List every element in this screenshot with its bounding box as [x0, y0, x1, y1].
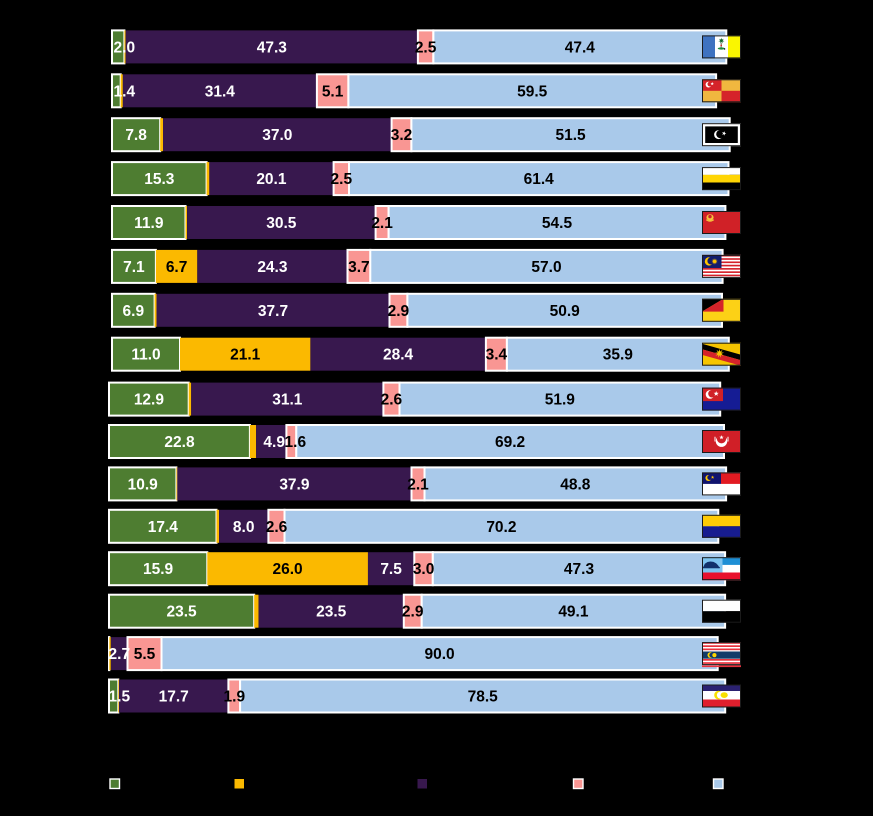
- svg-text:2.6: 2.6: [381, 392, 403, 409]
- svg-text:15.3: 15.3: [144, 171, 175, 188]
- svg-text:21.1: 21.1: [230, 347, 261, 364]
- svg-text:51.5: 51.5: [556, 127, 587, 144]
- svg-text:69.2: 69.2: [495, 434, 525, 451]
- svg-text:2.7: 2.7: [109, 646, 131, 663]
- svg-text:23.5: 23.5: [316, 604, 347, 621]
- svg-text:78.5: 78.5: [468, 689, 499, 706]
- svg-text:51.9: 51.9: [545, 392, 576, 409]
- svg-text:31.4: 31.4: [205, 83, 236, 100]
- svg-text:61.4: 61.4: [524, 171, 555, 188]
- svg-text:15.9: 15.9: [143, 561, 174, 578]
- svg-text:3.2: 3.2: [391, 127, 413, 144]
- svg-text:17.4: 17.4: [148, 519, 179, 536]
- svg-text:50.9: 50.9: [550, 303, 581, 320]
- svg-text:47.4: 47.4: [565, 39, 596, 56]
- svg-text:70.2: 70.2: [486, 519, 516, 536]
- svg-text:49.1: 49.1: [558, 604, 589, 621]
- svg-text:37.9: 37.9: [279, 476, 310, 493]
- svg-text:2.1: 2.1: [371, 215, 393, 232]
- svg-text:2.1: 2.1: [407, 476, 429, 493]
- svg-text:57.0: 57.0: [531, 259, 561, 276]
- svg-text:12.9: 12.9: [134, 392, 165, 409]
- svg-text:2.9: 2.9: [388, 303, 410, 320]
- svg-text:48.8: 48.8: [560, 476, 591, 493]
- svg-text:6.7: 6.7: [166, 259, 188, 276]
- svg-text:10.9: 10.9: [128, 476, 159, 493]
- svg-text:2.9: 2.9: [402, 604, 424, 621]
- svg-text:6.9: 6.9: [123, 303, 145, 320]
- svg-text:31.1: 31.1: [272, 392, 303, 409]
- svg-text:1.9: 1.9: [224, 689, 246, 706]
- svg-text:35.9: 35.9: [603, 347, 634, 364]
- svg-text:2.5: 2.5: [415, 39, 437, 56]
- svg-text:28.4: 28.4: [383, 347, 414, 364]
- svg-text:2.5: 2.5: [331, 171, 353, 188]
- svg-text:59.5: 59.5: [517, 83, 548, 100]
- svg-text:1.5: 1.5: [109, 689, 131, 706]
- svg-text:3.0: 3.0: [413, 561, 435, 578]
- svg-text:5.1: 5.1: [322, 83, 344, 100]
- svg-text:17.7: 17.7: [159, 689, 189, 706]
- svg-text:47.3: 47.3: [564, 561, 595, 578]
- svg-text:11.0: 11.0: [131, 347, 160, 364]
- svg-text:26.0: 26.0: [273, 561, 303, 578]
- svg-text:23.5: 23.5: [167, 604, 198, 621]
- svg-text:22.8: 22.8: [164, 434, 195, 451]
- svg-text:7.5: 7.5: [380, 561, 402, 578]
- svg-text:54.5: 54.5: [542, 215, 573, 232]
- svg-text:47.3: 47.3: [257, 39, 288, 56]
- svg-text:7.1: 7.1: [123, 259, 145, 276]
- svg-text:90.0: 90.0: [425, 646, 455, 663]
- svg-text:4.9: 4.9: [263, 434, 285, 451]
- svg-text:3.4: 3.4: [486, 347, 508, 364]
- svg-text:2.6: 2.6: [266, 519, 288, 536]
- svg-text:30.5: 30.5: [266, 215, 297, 232]
- svg-text:37.0: 37.0: [262, 127, 292, 144]
- svg-text:20.1: 20.1: [256, 171, 287, 188]
- svg-text:5.5: 5.5: [134, 646, 156, 663]
- svg-text:1.6: 1.6: [285, 434, 307, 451]
- svg-text:11.9: 11.9: [134, 215, 164, 232]
- svg-text:8.0: 8.0: [233, 519, 255, 536]
- svg-text:24.3: 24.3: [257, 259, 288, 276]
- svg-text:2.0: 2.0: [114, 39, 136, 56]
- svg-text:3.7: 3.7: [348, 259, 370, 276]
- svg-text:37.7: 37.7: [258, 303, 288, 320]
- svg-text:1.4: 1.4: [114, 83, 136, 100]
- svg-text:7.8: 7.8: [125, 127, 147, 144]
